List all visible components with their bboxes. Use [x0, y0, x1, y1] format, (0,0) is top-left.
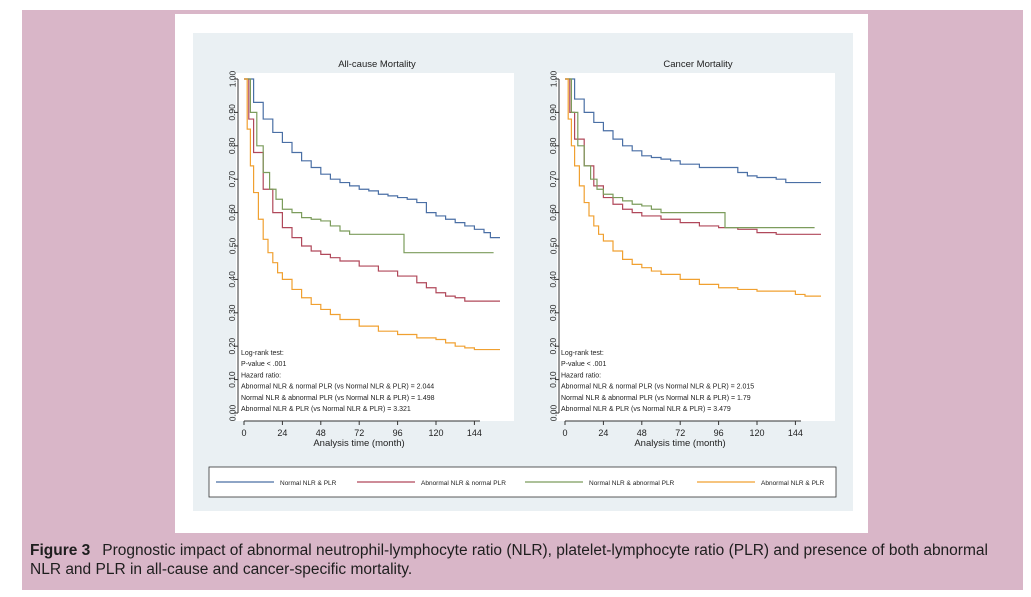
x-tick-label-1-6: 144	[788, 428, 803, 438]
annotation-0-2: Hazard ratio:	[241, 372, 281, 379]
y-tick-label-1-6: 0.60	[548, 204, 558, 221]
chart-title-0: All-cause Mortality	[338, 59, 416, 70]
y-tick-label-0-7: 0.70	[227, 171, 237, 188]
x-tick-label-0-6: 144	[467, 428, 482, 438]
series-line-1-2	[565, 78, 815, 229]
y-tick-label-1-2: 0.20	[548, 338, 558, 355]
series-line-1-0	[565, 78, 821, 184]
km-charts: All-cause Mortality 0.00 0.10 0.20 0.30 0.40 0…	[208, 59, 837, 498]
x-axis-label-1: Analysis time (month)	[634, 438, 725, 449]
x-tick-label-1-0: 0	[562, 428, 567, 438]
y-tick-label-0-9: 0.90	[227, 104, 237, 121]
plot-panel-bg-0	[236, 73, 514, 421]
annotation-1-2: Hazard ratio:	[561, 372, 601, 379]
x-tick-label-1-3: 72	[675, 428, 685, 438]
x-tick-label-1-5: 120	[749, 428, 764, 438]
x-tick-label-0-1: 24	[277, 428, 287, 438]
annotation-0-0: Log-rank test:	[241, 350, 284, 357]
x-tick-label-1-2: 48	[637, 428, 647, 438]
y-tick-label-1-3: 0.30	[548, 304, 558, 321]
annotation-1-0: Log-rank test:	[561, 350, 604, 357]
annotation-0-5: Abnormal NLR & PLR (vs Normal NLR & PLR)…	[241, 406, 411, 413]
y-tick-label-0-5: 0.50	[227, 237, 237, 254]
y-tick-label-1-0: 0.00	[548, 404, 558, 421]
x-axis-label-0: Analysis time (month)	[313, 438, 404, 449]
series-line-1-3	[565, 78, 821, 297]
x-tick-label-1-4: 96	[714, 428, 724, 438]
x-tick-label-0-0: 0	[241, 428, 246, 438]
plot-panel-bg-1	[557, 73, 835, 421]
y-tick-label-1-1: 0.10	[548, 371, 558, 388]
annotation-1-3: Abnormal NLR & normal PLR (vs Normal NLR…	[561, 384, 754, 391]
y-tick-label-0-0: 0.00	[227, 404, 237, 421]
x-tick-label-0-2: 48	[316, 428, 326, 438]
annotation-1-1: P-value < .001	[561, 361, 606, 368]
series-line-0-3	[244, 78, 500, 351]
y-tick-label-0-1: 0.10	[227, 371, 237, 388]
y-tick-label-1-5: 0.50	[548, 237, 558, 254]
y-tick-label-1-4: 0.40	[548, 271, 558, 288]
figure-caption-text: Prognostic impact of abnormal neutrophil…	[30, 542, 988, 578]
figure-caption: Figure 3 Prognostic impact of abnormal ne…	[30, 541, 1020, 579]
series-line-0-0	[244, 78, 500, 239]
x-tick-label-1-1: 24	[598, 428, 608, 438]
y-tick-label-1-8: 0.80	[548, 137, 558, 154]
x-tick-label-0-4: 96	[393, 428, 403, 438]
annotation-1-4: Normal NLR & abnormal PLR (vs Normal NLR…	[561, 395, 751, 402]
annotation-1-5: Abnormal NLR & PLR (vs Normal NLR & PLR)…	[561, 406, 731, 413]
y-tick-label-1-9: 0.90	[548, 104, 558, 121]
annotation-0-3: Abnormal NLR & normal PLR (vs Normal NLR…	[241, 384, 434, 391]
y-tick-label-0-3: 0.30	[227, 304, 237, 321]
annotation-0-4: Normal NLR & abnormal PLR (vs Normal NLR…	[241, 395, 435, 402]
legend-label-0: Normal NLR & PLR	[280, 480, 337, 487]
x-tick-label-0-5: 120	[428, 428, 443, 438]
series-line-0-2	[244, 78, 494, 254]
y-tick-label-0-8: 0.80	[227, 137, 237, 154]
figure-label: Figure 3	[30, 542, 91, 559]
y-tick-label-0-10: 1.00	[227, 70, 237, 87]
y-tick-label-0-2: 0.20	[227, 338, 237, 355]
x-tick-label-0-3: 72	[354, 428, 364, 438]
y-tick-label-0-6: 0.60	[227, 204, 237, 221]
y-tick-label-1-10: 1.00	[548, 70, 558, 87]
chart-title-1: Cancer Mortality	[663, 59, 732, 70]
y-tick-label-0-4: 0.40	[227, 271, 237, 288]
legend-label-1: Abnormal NLR & normal PLR	[421, 480, 506, 487]
legend-label-3: Abnormal NLR & PLR	[761, 480, 825, 487]
y-tick-label-1-7: 0.70	[548, 171, 558, 188]
annotation-0-1: P-value < .001	[241, 361, 286, 368]
legend-label-2: Normal NLR & abnormal PLR	[589, 480, 675, 487]
